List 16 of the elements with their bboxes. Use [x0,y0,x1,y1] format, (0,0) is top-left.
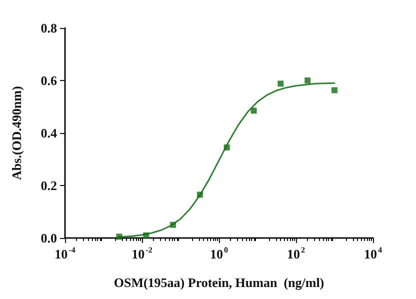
y-tick-label: 0.0 [40,230,57,246]
point [196,192,203,198]
y-tick-label: 0.4 [40,126,58,140]
point [332,87,338,94]
point [224,144,230,150]
y-tick-label: 0.2 [40,178,57,193]
point [304,78,311,84]
y-tick-label: 0.8 [40,20,58,36]
point [250,108,257,114]
point [143,232,150,238]
point [170,222,176,228]
y-axis-title: Abs.(OD.490nm) [9,86,24,180]
y-tick-label: 0.6 [40,73,58,88]
x-axis-title: OSM(195aa) Protein, Human (ng/ml) [114,275,324,290]
point [278,80,284,87]
point [116,234,122,240]
